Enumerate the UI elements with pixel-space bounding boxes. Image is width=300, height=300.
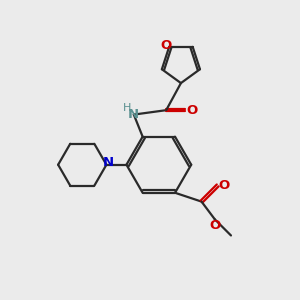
Text: H: H [123, 103, 131, 113]
Text: O: O [160, 39, 171, 52]
Text: N: N [128, 108, 140, 121]
Text: O: O [209, 219, 220, 232]
Text: O: O [218, 179, 229, 192]
Text: O: O [186, 104, 197, 117]
Text: N: N [102, 156, 113, 169]
